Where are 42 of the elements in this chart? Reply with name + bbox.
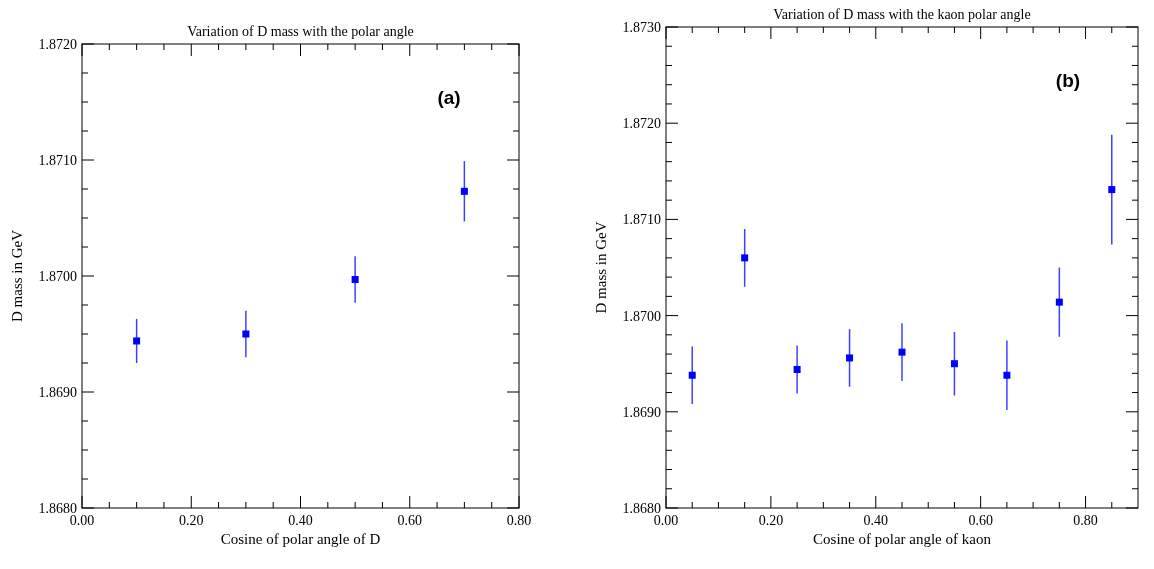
point xyxy=(242,330,250,338)
point xyxy=(741,254,749,262)
x-tick-label: 0.60 xyxy=(397,513,422,528)
y-tick-label: 1.8730 xyxy=(622,20,661,35)
point xyxy=(1003,371,1011,379)
y-tick-label: 1.8680 xyxy=(622,501,661,516)
y-tick-label: 1.8700 xyxy=(622,308,661,324)
point xyxy=(1108,186,1116,194)
x-axis-title: Cosine of polar angle of kaon xyxy=(813,531,992,547)
point xyxy=(133,337,141,345)
annotation: (a) xyxy=(437,87,461,108)
point xyxy=(460,187,468,195)
y-tick-label: 1.8680 xyxy=(38,501,77,516)
y-tick-label: 1.8710 xyxy=(622,212,661,228)
x-axis-title: Cosine of polar angle of D xyxy=(220,531,381,547)
x-tick-label: 0.40 xyxy=(863,513,889,528)
point xyxy=(688,371,696,379)
point xyxy=(351,275,359,283)
point xyxy=(846,354,854,362)
chart-title: Variation of D mass with the kaon polar angle xyxy=(773,7,1031,22)
point xyxy=(793,365,801,373)
annotation: (b) xyxy=(1055,70,1081,91)
x-tick-label: 0.00 xyxy=(653,513,679,528)
y-tick-label: 1.8710 xyxy=(38,153,77,168)
x-tick-label: 0.80 xyxy=(506,513,532,528)
y-tick-label: 1.8690 xyxy=(38,385,77,400)
point xyxy=(1055,298,1063,306)
y-tick-label: 1.8690 xyxy=(622,404,661,420)
y-axis-title: D mass in GeV xyxy=(593,221,609,314)
x-tick-label: 0.20 xyxy=(179,513,204,528)
x-tick-label: 0.60 xyxy=(968,513,993,528)
y-axis-title: D mass in GeV xyxy=(9,229,25,323)
point xyxy=(898,348,906,356)
y-tick-label: 1.8700 xyxy=(38,269,77,284)
y-tick-label: 1.8720 xyxy=(38,37,77,52)
x-tick-label: 0.20 xyxy=(758,513,784,528)
point xyxy=(950,360,958,368)
x-tick-label: 0.40 xyxy=(288,513,313,528)
chart-title: Variation of D mass with the polar angle xyxy=(187,24,414,39)
x-tick-label: 0.00 xyxy=(69,513,95,528)
y-tick-label: 1.8720 xyxy=(622,116,661,132)
x-tick-label: 0.80 xyxy=(1073,513,1098,528)
